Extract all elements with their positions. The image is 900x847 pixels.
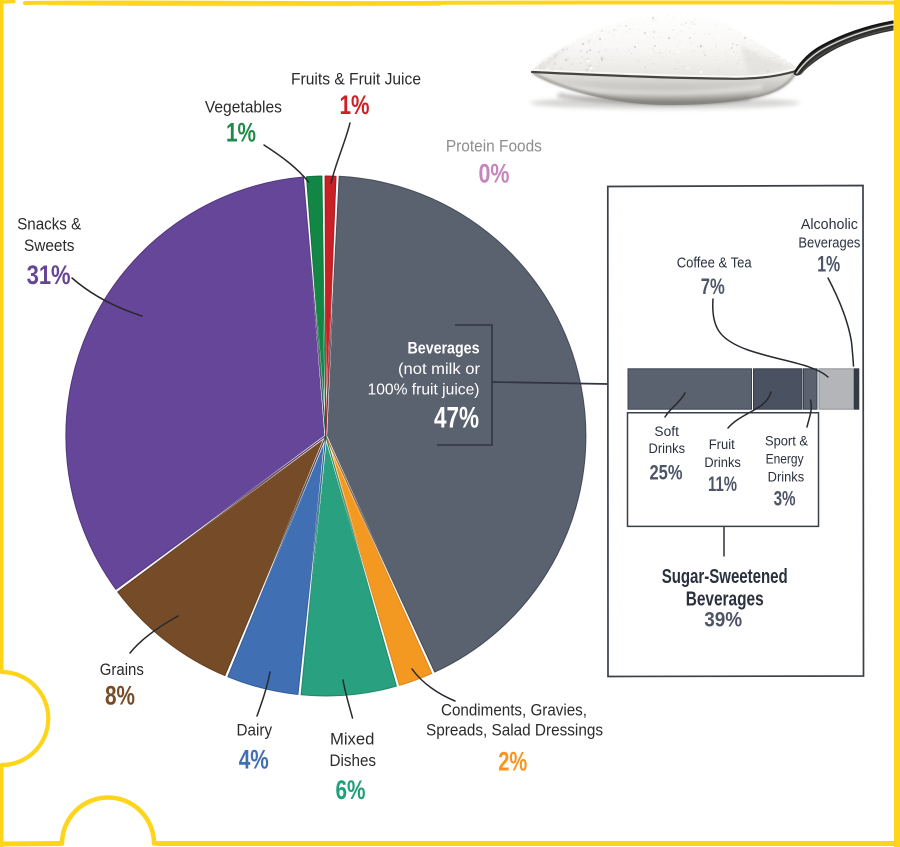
svg-text:Coffee & Tea: Coffee & Tea	[677, 255, 753, 272]
svg-text:6%: 6%	[336, 775, 366, 805]
svg-text:Sport &: Sport &	[765, 433, 808, 448]
svg-text:Snacks &: Snacks &	[17, 215, 82, 234]
svg-text:Drinks: Drinks	[704, 455, 741, 470]
svg-text:Dairy: Dairy	[237, 720, 273, 739]
svg-text:Beverages: Beverages	[686, 589, 764, 611]
svg-text:Fruit: Fruit	[709, 437, 735, 452]
svg-text:1%: 1%	[340, 90, 370, 120]
svg-text:Beverages: Beverages	[798, 235, 860, 252]
svg-text:3%: 3%	[774, 488, 796, 511]
svg-text:Spreads, Salad Dressings: Spreads, Salad Dressings	[426, 721, 603, 740]
svg-text:100% fruit juice): 100% fruit juice)	[368, 381, 480, 398]
svg-text:11%: 11%	[708, 473, 737, 496]
svg-text:(not milk or: (not milk or	[398, 361, 481, 378]
svg-text:39%: 39%	[704, 607, 742, 631]
svg-text:7%: 7%	[701, 274, 725, 299]
svg-text:1%: 1%	[817, 252, 840, 277]
svg-text:8%: 8%	[105, 680, 135, 710]
svg-text:Energy: Energy	[766, 451, 804, 466]
svg-text:Mixed: Mixed	[330, 729, 375, 748]
svg-text:25%: 25%	[650, 462, 683, 485]
svg-text:4%: 4%	[239, 744, 269, 774]
svg-text:1%: 1%	[226, 118, 256, 148]
svg-text:2%: 2%	[498, 747, 527, 777]
svg-text:Beverages: Beverages	[408, 339, 480, 357]
svg-text:Vegetables: Vegetables	[205, 98, 282, 117]
svg-text:Grains: Grains	[100, 660, 144, 679]
svg-text:Soft: Soft	[654, 424, 679, 439]
svg-text:Protein Foods: Protein Foods	[446, 137, 542, 156]
svg-text:31%: 31%	[27, 260, 71, 290]
svg-text:Condiments, Gravies,: Condiments, Gravies,	[441, 701, 587, 720]
svg-text:0%: 0%	[479, 159, 510, 189]
svg-text:Sugar-Sweetened: Sugar-Sweetened	[662, 566, 788, 588]
svg-text:Sweets: Sweets	[24, 236, 75, 255]
svg-text:Drinks: Drinks	[768, 470, 805, 485]
svg-text:Dishes: Dishes	[330, 751, 377, 770]
svg-text:Alcoholic: Alcoholic	[801, 216, 858, 233]
svg-text:Drinks: Drinks	[649, 441, 686, 456]
svg-text:Fruits & Fruit Juice: Fruits & Fruit Juice	[291, 70, 421, 89]
svg-text:47%: 47%	[434, 401, 479, 434]
